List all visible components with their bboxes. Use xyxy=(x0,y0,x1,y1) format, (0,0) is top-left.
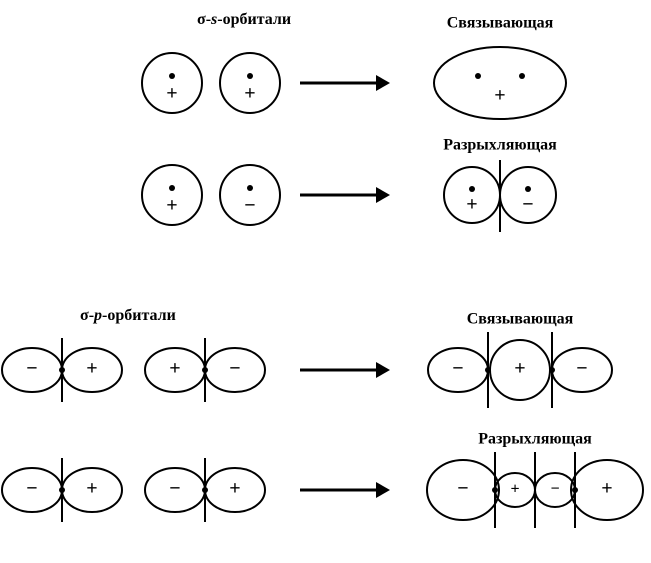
plus-sign: + xyxy=(166,195,177,217)
nucleus-dot xyxy=(475,73,481,79)
nucleus-dot xyxy=(572,487,578,493)
minus-sign: − xyxy=(26,358,37,380)
plus-sign: + xyxy=(244,83,255,105)
minus-sign: − xyxy=(457,478,468,500)
nucleus-dot xyxy=(549,367,555,373)
nucleus-dot xyxy=(202,487,208,493)
arrow-head xyxy=(376,75,390,91)
minus-sign: − xyxy=(550,481,559,498)
sigma-p-label: σ-p-орбитали xyxy=(80,307,176,324)
bonding-mo-s xyxy=(434,47,566,119)
minus-sign: − xyxy=(229,358,240,380)
minus-sign: − xyxy=(522,194,533,216)
nucleus-dot xyxy=(202,367,208,373)
sigma-s-label: σ-s-орбитали xyxy=(197,11,291,28)
nucleus-dot xyxy=(59,367,65,373)
bonding-label-p: Связывающая xyxy=(467,311,574,328)
antibonding-label-p: Разрыхляющая xyxy=(478,431,592,448)
nucleus-dot xyxy=(519,73,525,79)
plus-sign: + xyxy=(466,194,477,216)
minus-sign: − xyxy=(244,195,255,217)
nucleus-dot xyxy=(469,186,475,192)
antibonding-label-s: Разрыхляющая xyxy=(443,137,557,154)
bonding-label-s: Связывающая xyxy=(447,15,554,32)
minus-sign: − xyxy=(452,358,463,380)
nucleus-dot xyxy=(169,73,175,79)
arrow-head xyxy=(376,187,390,203)
plus-sign: + xyxy=(86,358,97,380)
arrow-head xyxy=(376,482,390,498)
minus-sign: − xyxy=(26,478,37,500)
nucleus-dot xyxy=(247,185,253,191)
plus-sign: + xyxy=(601,478,612,500)
nucleus-dot xyxy=(525,186,531,192)
minus-sign: − xyxy=(169,478,180,500)
nucleus-dot xyxy=(247,73,253,79)
arrow-head xyxy=(376,362,390,378)
plus-sign: + xyxy=(229,478,240,500)
nucleus-dot xyxy=(169,185,175,191)
plus-sign: + xyxy=(166,83,177,105)
minus-sign: − xyxy=(576,358,587,380)
plus-sign: + xyxy=(86,478,97,500)
nucleus-dot xyxy=(59,487,65,493)
plus-sign: + xyxy=(169,358,180,380)
nucleus-dot xyxy=(492,487,498,493)
plus-sign: + xyxy=(514,358,525,380)
plus-sign: + xyxy=(510,481,519,498)
nucleus-dot xyxy=(485,367,491,373)
plus-sign: + xyxy=(494,85,505,107)
